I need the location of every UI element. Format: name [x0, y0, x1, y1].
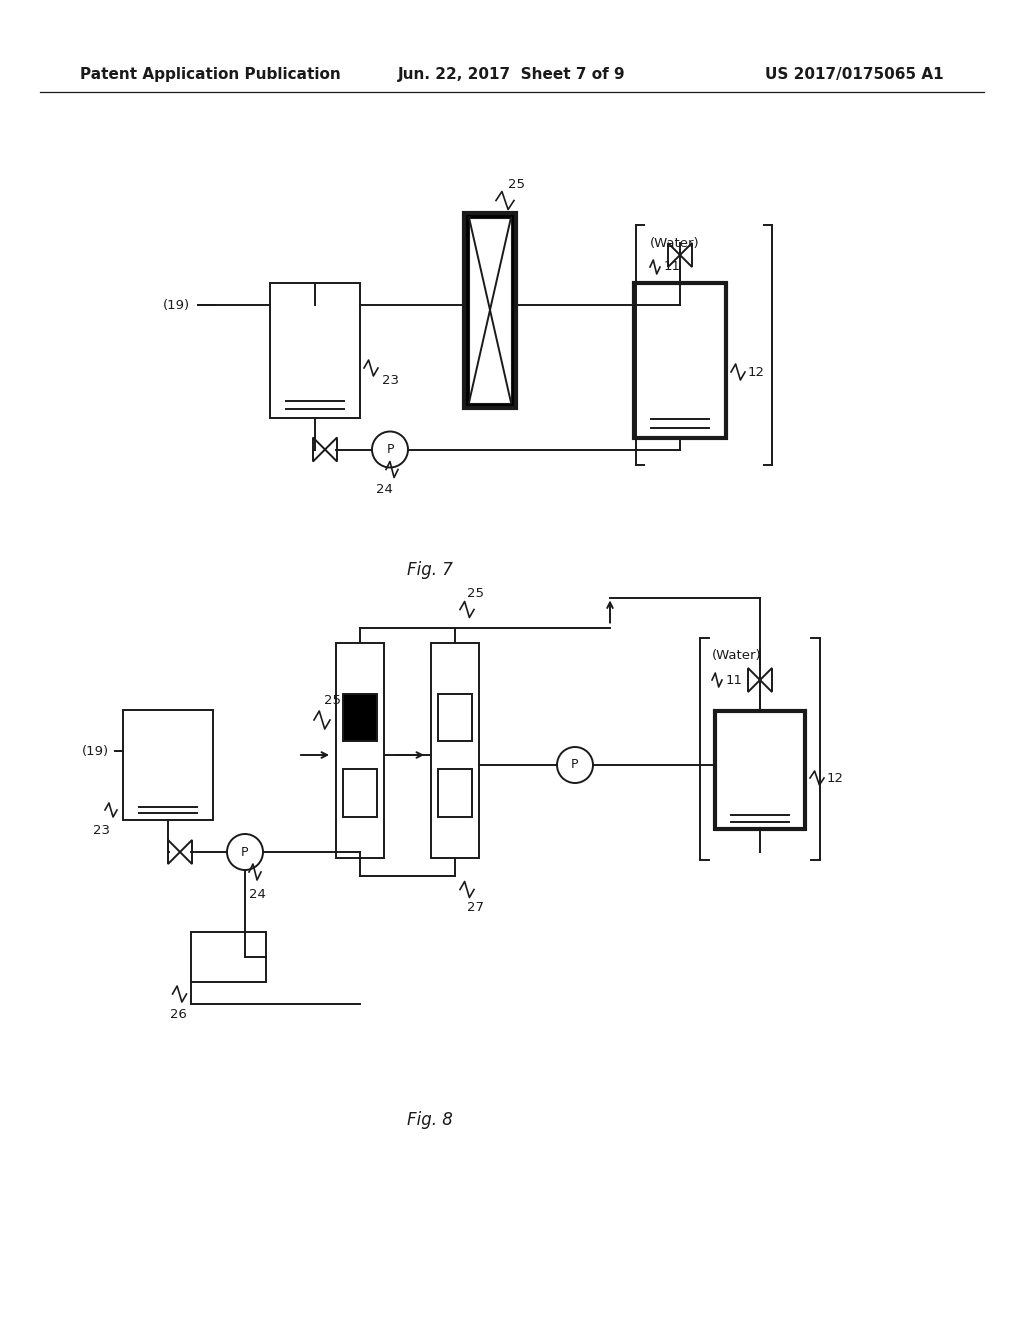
Text: Patent Application Publication: Patent Application Publication — [80, 67, 341, 82]
Text: P: P — [386, 444, 394, 455]
Text: P: P — [242, 846, 249, 858]
Bar — [336, 643, 384, 858]
Text: (19): (19) — [163, 298, 190, 312]
Bar — [270, 282, 360, 417]
Text: Jun. 22, 2017  Sheet 7 of 9: Jun. 22, 2017 Sheet 7 of 9 — [398, 67, 626, 82]
Text: 23: 23 — [92, 824, 110, 837]
Text: 24: 24 — [249, 887, 265, 900]
Text: 11: 11 — [726, 673, 743, 686]
Text: (Water): (Water) — [712, 649, 762, 663]
Bar — [715, 711, 805, 829]
Bar — [464, 213, 516, 408]
Bar — [437, 694, 472, 742]
Text: Fig. 7: Fig. 7 — [408, 561, 453, 579]
Bar — [437, 770, 472, 817]
Bar — [634, 282, 726, 437]
Text: 27: 27 — [467, 902, 484, 913]
Text: 25: 25 — [324, 693, 341, 706]
Text: 12: 12 — [827, 771, 844, 784]
Text: US 2017/0175065 A1: US 2017/0175065 A1 — [765, 67, 944, 82]
Text: 25: 25 — [508, 178, 525, 191]
Text: 26: 26 — [170, 1007, 187, 1020]
Text: 11: 11 — [664, 260, 681, 273]
Text: Fig. 8: Fig. 8 — [408, 1111, 453, 1129]
Bar — [343, 694, 377, 742]
Text: 24: 24 — [376, 483, 392, 496]
Bar — [190, 932, 265, 982]
Text: (Water): (Water) — [650, 236, 699, 249]
Text: 23: 23 — [382, 374, 399, 387]
Text: 12: 12 — [748, 366, 765, 379]
Bar — [343, 770, 377, 817]
Text: P: P — [571, 759, 579, 771]
Text: 25: 25 — [467, 587, 484, 601]
Text: (19): (19) — [82, 744, 110, 758]
Bar — [123, 710, 213, 820]
Bar — [431, 643, 479, 858]
Bar — [469, 218, 511, 403]
